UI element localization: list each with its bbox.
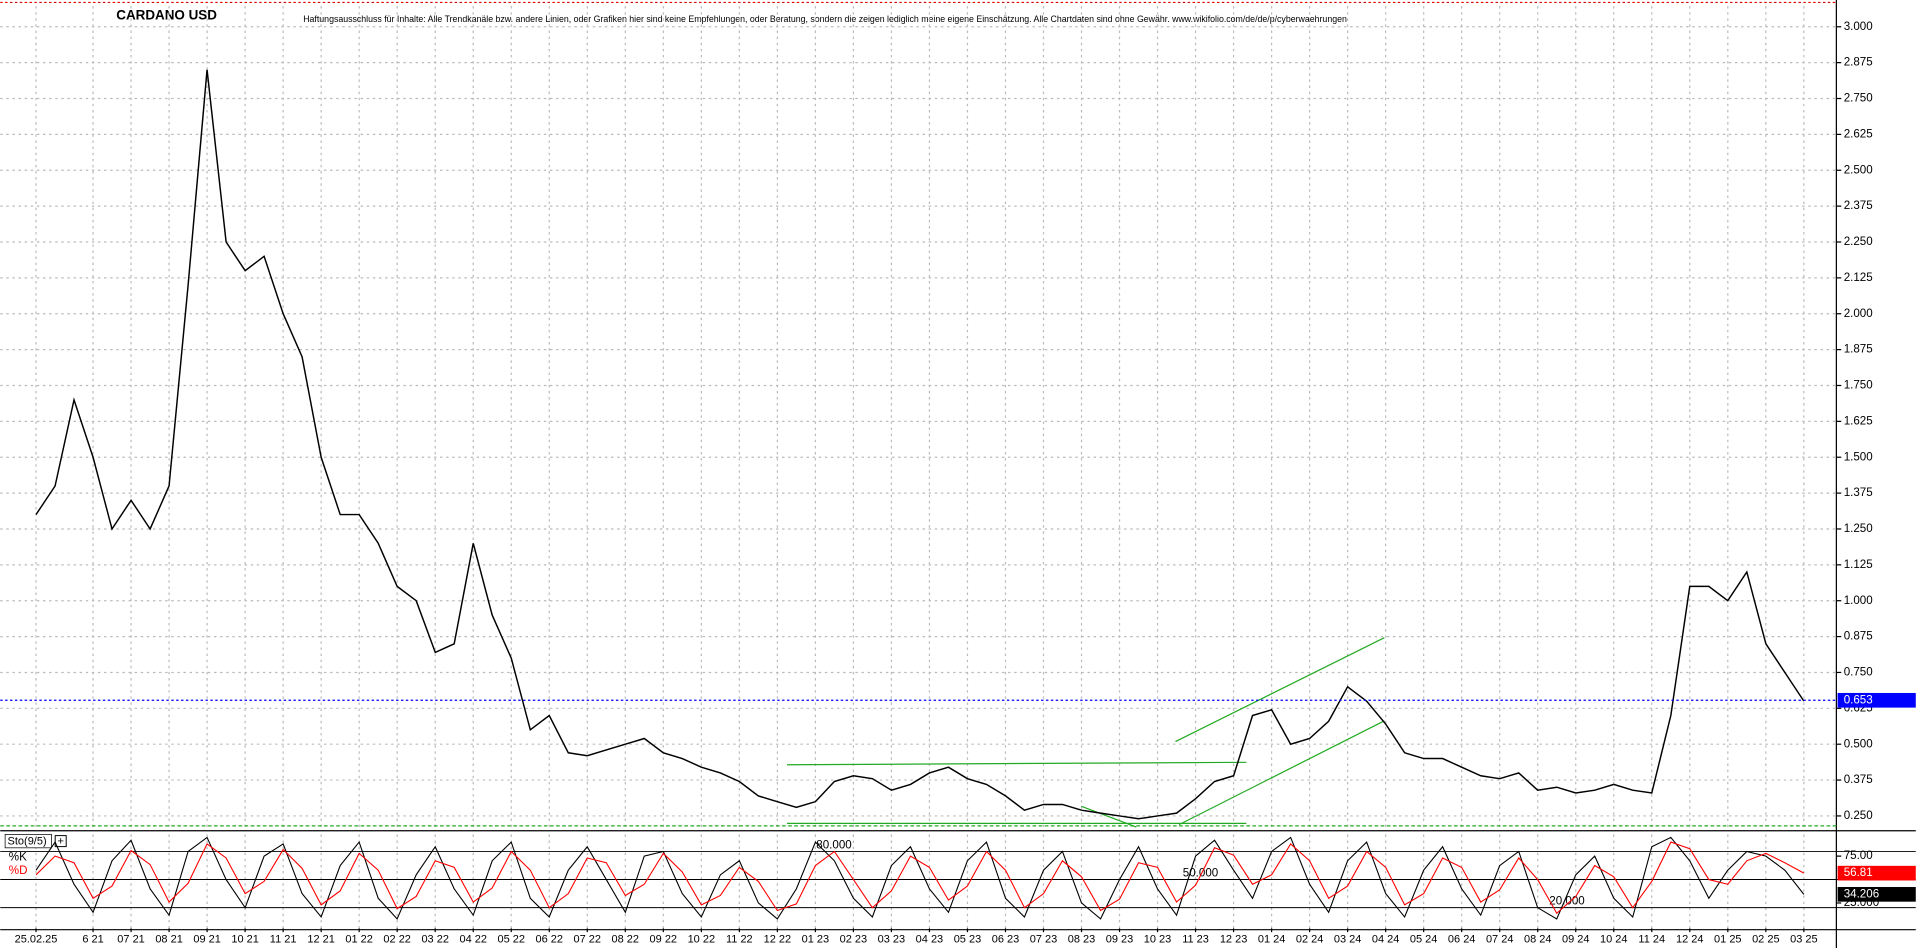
x-tick-label: 01 23 — [802, 933, 830, 945]
y-tick-label: 0.375 — [1844, 773, 1873, 786]
y-tick-label: 0.500 — [1844, 737, 1873, 750]
indicator-title: Sto(9/5) — [8, 836, 47, 848]
y-tick-label: 1.750 — [1844, 379, 1873, 392]
x-tick-label: 10 21 — [231, 933, 259, 945]
x-tick-label: 11 22 — [726, 933, 753, 945]
y-tick-label: 3.000 — [1844, 20, 1873, 33]
x-tick-label: 03 22 — [421, 933, 449, 945]
y-tick-label: 1.625 — [1844, 414, 1873, 427]
last-value-box — [1837, 865, 1916, 881]
x-tick-label: 09 23 — [1106, 933, 1134, 945]
data-line — [35, 69, 1805, 820]
x-tick-label: 08 24 — [1524, 933, 1551, 945]
expand-icon[interactable]: + — [57, 836, 63, 848]
x-tick-label: 06 23 — [992, 933, 1020, 945]
x-tick-label: 03 23 — [878, 933, 906, 945]
disclaimer: Haftungsausschluss für Inhalte: Alle Tre… — [303, 14, 1347, 24]
y-tick-label: 1.000 — [1844, 594, 1873, 607]
last-value-label: 56.81 — [1844, 866, 1873, 879]
x-tick-label: 03 24 — [1334, 933, 1362, 945]
y-tick-label: 2.750 — [1844, 92, 1873, 105]
x-tick-label: 09 22 — [650, 933, 678, 945]
x-tick-label: 05 22 — [497, 933, 525, 945]
current-price-label: 0.653 — [1844, 693, 1873, 706]
y-tick-label: 2.875 — [1844, 56, 1873, 69]
x-tick-label: 6 21 — [82, 933, 103, 945]
y-tick-label: 0.250 — [1844, 809, 1873, 822]
y-tick-label: 2.375 — [1844, 199, 1873, 212]
legend-label: %D — [9, 864, 28, 877]
x-tick-label: 01 25 — [1714, 933, 1741, 945]
x-tick-label: 05 24 — [1410, 933, 1437, 945]
x-tick-label: 01 24 — [1258, 933, 1285, 945]
level-label: 20.000 — [1549, 895, 1584, 908]
x-tick-label: 07 24 — [1486, 933, 1514, 945]
y-tick-label: 2.500 — [1844, 163, 1873, 176]
chart-title: CARDANO USD — [116, 7, 217, 22]
x-tick-label: 02 22 — [383, 933, 411, 945]
x-tick-label: 11 23 — [1182, 933, 1209, 945]
x-tick-label: 01 22 — [345, 933, 373, 945]
trend-line — [786, 761, 1247, 766]
x-tick-label: 04 22 — [459, 933, 487, 945]
x-tick-label: 08 22 — [612, 933, 640, 945]
y-tick-label: 1.500 — [1844, 450, 1873, 463]
x-tick-label: 11 21 — [270, 933, 297, 945]
y-tick-label: 1.875 — [1844, 343, 1873, 356]
trend-line — [1178, 720, 1385, 826]
x-tick-label: 07 21 — [117, 933, 144, 945]
trend-lines — [0, 637, 1837, 828]
x-tick-label: 07 23 — [1030, 933, 1058, 945]
x-tick-label: 07 22 — [574, 933, 602, 945]
last-value-box — [1837, 887, 1916, 902]
current-price-box — [1837, 692, 1916, 708]
last-value-label: 34.206 — [1844, 887, 1879, 900]
x-tick-label: 02 23 — [840, 933, 868, 945]
y-tick-label: 0.750 — [1844, 666, 1873, 679]
x-tick-label: 04 24 — [1372, 933, 1399, 945]
x-tick-label: 03 25 — [1790, 933, 1817, 945]
x-tick-label: 09 24 — [1562, 933, 1589, 945]
legend-label: %K — [9, 851, 27, 864]
x-tick-label: 09 21 — [193, 933, 221, 945]
x-tick-label: 25.02.25 — [15, 933, 58, 945]
x-tick-label: 08 21 — [155, 933, 183, 945]
data-line — [35, 841, 1805, 915]
y-tick-label: 1.250 — [1844, 522, 1873, 535]
x-tick-label: 11 24 — [1638, 933, 1665, 945]
x-tick-label: 10 23 — [1144, 933, 1172, 945]
y-tick-label: 2.000 — [1844, 307, 1873, 320]
y-tick-label: 75.00 — [1844, 849, 1873, 862]
x-tick-label: 08 23 — [1068, 933, 1096, 945]
indicator-box — [4, 834, 52, 849]
x-tick-label: 02 25 — [1752, 933, 1779, 945]
x-tick-label: 12 24 — [1676, 933, 1704, 945]
y-tick-label: 2.250 — [1844, 235, 1873, 248]
level-label: 50.000 — [1183, 867, 1218, 880]
grid — [0, 6, 1837, 929]
x-tick-label: 12 22 — [764, 933, 792, 945]
x-tick-label: 04 23 — [916, 933, 944, 945]
y-tick-label: 1.375 — [1844, 486, 1873, 499]
x-tick-label: 10 24 — [1600, 933, 1627, 945]
trend-line — [1081, 805, 1137, 828]
level-label: 80.000 — [816, 838, 851, 851]
x-tick-label: 02 24 — [1296, 933, 1324, 945]
y-tick-label: 2.125 — [1844, 271, 1873, 284]
y-tick-label: 2.625 — [1844, 127, 1873, 140]
x-tick-label: 10 22 — [688, 933, 716, 945]
x-tick-label: 12 23 — [1220, 933, 1248, 945]
y-tick-label: 1.125 — [1844, 558, 1873, 571]
x-tick-label: 06 24 — [1448, 933, 1475, 945]
x-tick-label: 05 23 — [954, 933, 982, 945]
data-line — [35, 836, 1805, 920]
trend-line — [1175, 637, 1385, 743]
x-tick-label: 06 22 — [536, 933, 564, 945]
y-tick-label: 0.875 — [1844, 630, 1873, 643]
x-tick-label: 12 21 — [307, 933, 335, 945]
